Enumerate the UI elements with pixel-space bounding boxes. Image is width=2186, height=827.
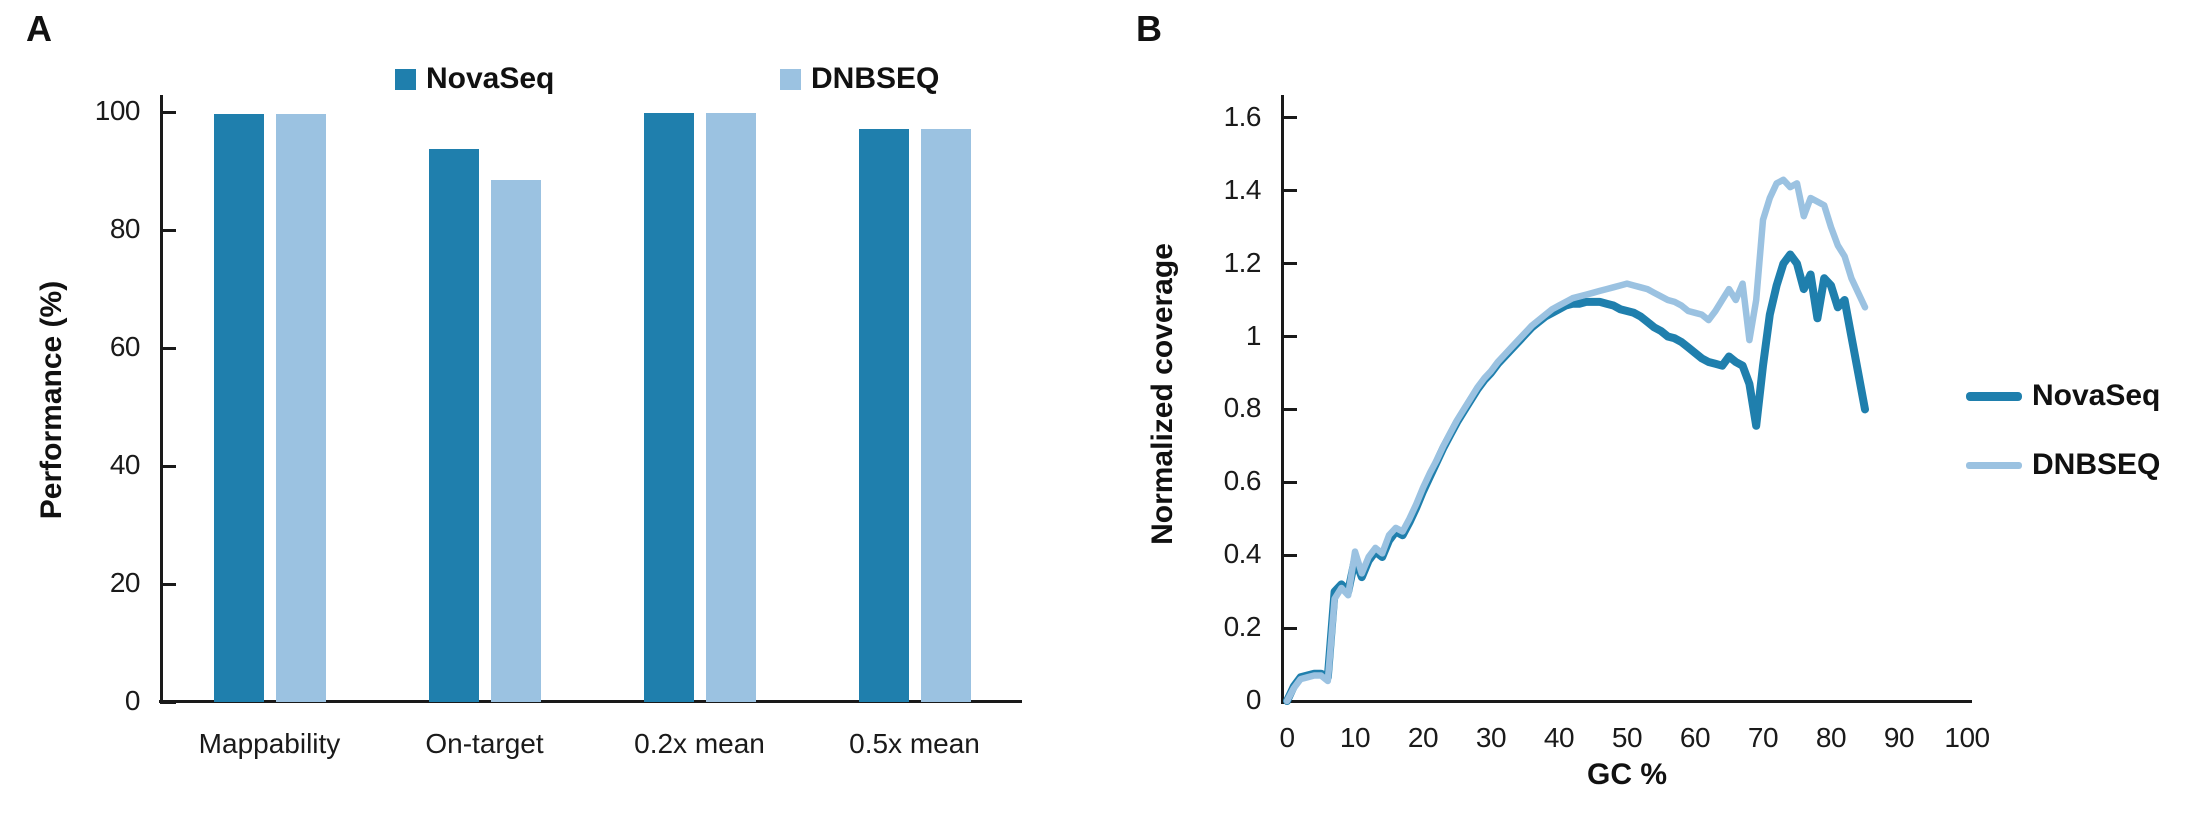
panel-b-x-tick-label: 60: [1679, 722, 1711, 753]
panel-a-x-axis: [159, 700, 1022, 703]
panel-a-y-tick: [163, 582, 176, 586]
panel-b-x-axis: [1281, 700, 1972, 703]
panel-b-x-axis-title: GC %: [1586, 758, 1667, 791]
panel-b-x-tick-label: 40: [1543, 722, 1575, 753]
dnbseq-swatch-icon: [780, 68, 801, 90]
bar-novaseq-mappability: [213, 113, 264, 702]
panel-a-category-label: 0.2x mean: [634, 728, 765, 759]
panel-b-x-tick-label: 50: [1611, 722, 1643, 753]
series-line-novaseq: [1283, 250, 1869, 705]
panel-b-x-tick-label: 100: [1944, 722, 1990, 753]
novaseq-line-swatch-icon: [1966, 391, 2022, 401]
panel-b-x-tick-label: 0: [1279, 722, 1295, 753]
panel-b-y-tick-label: 1.6: [1223, 100, 1262, 132]
panel-b-y-tick-label: 0.8: [1223, 392, 1262, 424]
panel-b-y-tick-label: 1: [1245, 319, 1262, 351]
bar-dnbseq-on-target: [490, 179, 541, 702]
panel-a-y-tick-label: 40: [109, 449, 141, 480]
novaseq-legend-label: NovaSeq: [426, 62, 555, 95]
panel-b-y-tick-label: 0.4: [1223, 538, 1262, 570]
panel-a-category-label: 0.5x mean: [849, 728, 980, 759]
panel-a-y-tick-label: 100: [94, 95, 141, 126]
bar-dnbseq-mappability: [275, 113, 326, 702]
panel-b-y-tick: [1284, 116, 1297, 120]
panel-a-y-tick-label: 80: [109, 213, 141, 244]
bar-novaseq-0-5x-mean: [858, 128, 909, 702]
panel-b-x-tick-label: 70: [1747, 722, 1779, 753]
bar-novaseq-0-2x-mean: [643, 113, 694, 702]
panel-a-legend-novaseq: NovaSeq: [395, 62, 554, 96]
panel-b-x-tick-label: 30: [1475, 722, 1507, 753]
panel-b-x-tick-label: 90: [1883, 722, 1915, 753]
bar-novaseq-on-target: [428, 149, 479, 702]
panel-b-y-tick: [1284, 553, 1297, 557]
panel-a-y-tick: [163, 110, 176, 114]
panel-b-letter: B: [1136, 8, 1162, 49]
series-line-dnbseq: [1283, 176, 1869, 705]
dnbseq-legend-label: DNBSEQ: [811, 62, 940, 95]
panel-a-category-label: On-target: [425, 728, 544, 759]
panel-b-y-axis: [1281, 95, 1284, 704]
panel-b-legend-dnbseq: DNBSEQ: [1966, 448, 2160, 482]
panel-b-y-tick-label: 0.6: [1223, 465, 1262, 497]
panel-a-y-tick-label: 20: [109, 567, 141, 598]
panel-b-y-tick: [1284, 407, 1297, 411]
panel-a-letter: A: [26, 8, 52, 49]
panel-b-y-tick-label: 0.2: [1223, 611, 1262, 643]
panel-b-y-tick-label: 0: [1245, 684, 1262, 715]
panel-b-y-tick-label: 1.4: [1223, 173, 1262, 205]
panel-b-legend-novaseq: NovaSeq: [1966, 379, 2160, 413]
dnbseq-legend-label: DNBSEQ: [2032, 448, 2161, 481]
panel-a-y-tick: [163, 700, 176, 704]
novaseq-legend-label: NovaSeq: [2032, 379, 2161, 412]
panel-a-y-axis: [160, 95, 163, 704]
panel-b-y-tick: [1284, 335, 1297, 338]
panel-a-y-tick: [163, 346, 176, 350]
panel-b-y-tick: [1284, 480, 1297, 484]
panel-b-x-tick-label: 80: [1815, 722, 1847, 753]
dnbseq-line-swatch-icon: [1966, 461, 2022, 469]
panel-a-legend-dnbseq: DNBSEQ: [780, 62, 939, 96]
panel-a-y-tick-label: 0: [124, 685, 141, 716]
panel-b-y-tick: [1284, 262, 1297, 266]
panel-b-y-tick-label: 1.2: [1223, 246, 1262, 278]
novaseq-swatch-icon: [395, 68, 416, 90]
panel-b-y-tick: [1284, 189, 1297, 193]
panel-a-y-tick-label: 60: [109, 331, 141, 362]
panel-b-x-tick-label: 10: [1339, 722, 1371, 753]
panel-a-y-tick: [163, 464, 176, 468]
panel-a-y-tick: [163, 228, 176, 232]
panel-b-x-tick-label: 20: [1407, 722, 1439, 753]
bar-dnbseq-0-5x-mean: [920, 128, 971, 702]
panel-a-category-label: Mappability: [198, 728, 341, 759]
panel-b-y-tick: [1284, 626, 1297, 630]
bar-dnbseq-0-2x-mean: [705, 113, 756, 702]
